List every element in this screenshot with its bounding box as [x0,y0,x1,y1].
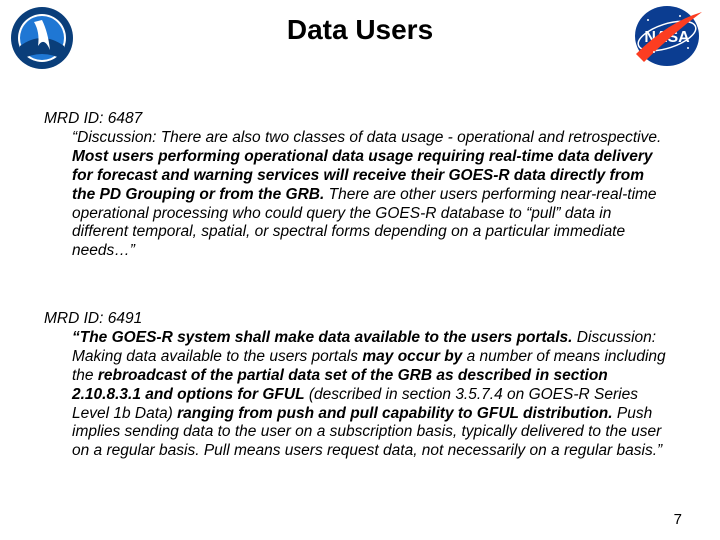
mrd-block-2: MRD ID: 6491 “The GOES-R system shall ma… [44,310,668,461]
slide: NASA Data Users MRD ID: 6487 “Discussion… [0,0,720,540]
page-number: 7 [674,511,682,528]
mrd-id-label: MRD ID: 6487 [44,110,668,129]
mrd-discussion: “Discussion: There are also two classes … [44,129,668,261]
page-title: Data Users [0,14,720,46]
mrd-discussion: “The GOES-R system shall make data avail… [44,329,668,461]
mrd-id-label: MRD ID: 6491 [44,310,668,329]
mrd-block-1: MRD ID: 6487 “Discussion: There are also… [44,110,668,261]
